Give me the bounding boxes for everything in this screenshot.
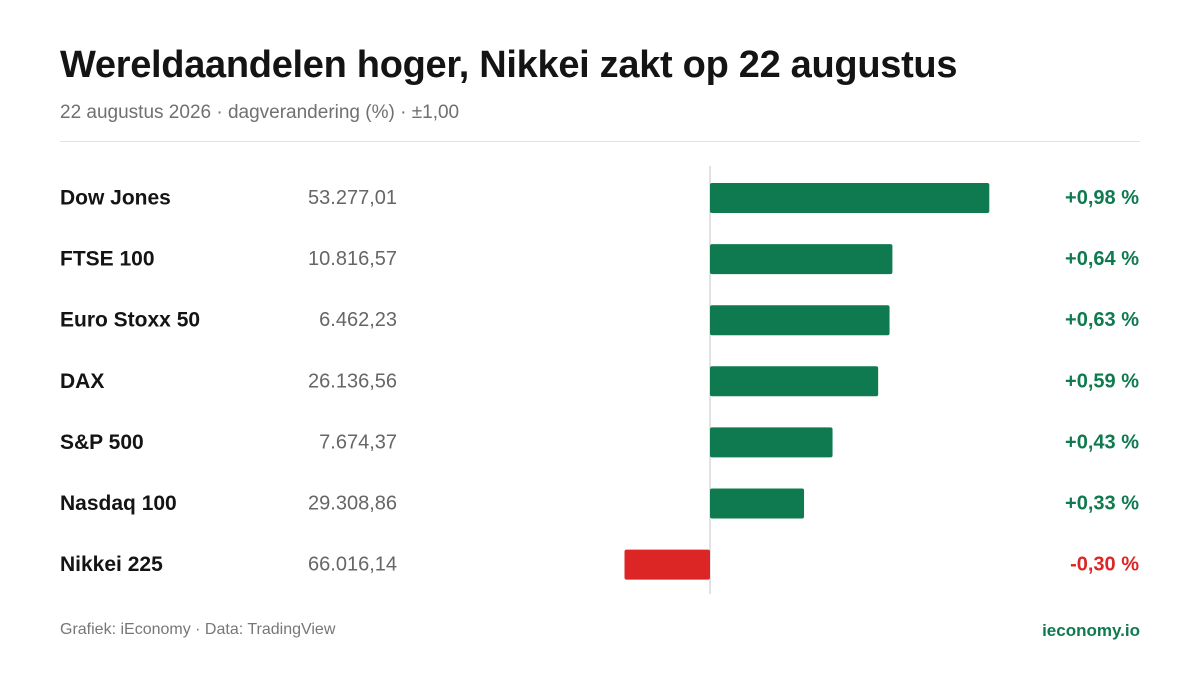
chart-title: Wereldaandelen hoger, Nikkei zakt op 22 … (60, 44, 958, 86)
change-label: +0,63 % (1065, 309, 1139, 331)
index-level: 26.136,56 (308, 370, 397, 392)
change-label: +0,43 % (1065, 431, 1139, 453)
index-name: FTSE 100 (60, 248, 155, 271)
index-name: Euro Stoxx 50 (60, 309, 200, 332)
index-name: Nasdaq 100 (60, 492, 177, 515)
change-label: +0,33 % (1065, 493, 1139, 515)
index-name: S&P 500 (60, 431, 144, 454)
index-name: Nikkei 225 (60, 553, 163, 576)
brand-link[interactable]: ieconomy.io (1042, 621, 1140, 640)
index-level: 6.462,23 (319, 309, 397, 331)
bar (624, 549, 710, 580)
change-label: +0,64 % (1065, 248, 1139, 270)
index-level: 7.674,37 (319, 431, 397, 453)
index-name: Dow Jones (60, 187, 171, 210)
bar (710, 366, 879, 397)
change-label: +0,98 % (1065, 187, 1139, 209)
index-level: 29.308,86 (308, 493, 397, 515)
chart-subtitle: 22 augustus 2026 · dagverandering (%) · … (60, 102, 460, 123)
index-level: 53.277,01 (308, 187, 397, 209)
index-level: 66.016,14 (308, 554, 397, 576)
change-label: -0,30 % (1070, 554, 1139, 576)
change-label: +0,59 % (1065, 370, 1139, 392)
bar (710, 488, 805, 519)
bar (710, 244, 893, 275)
bar (710, 183, 990, 213)
source-credit: Grafiek: iEconomy · Data: TradingView (60, 621, 336, 638)
bar (710, 427, 833, 458)
bar (710, 305, 890, 336)
index-level: 10.816,57 (308, 248, 397, 270)
header-divider (60, 141, 1140, 142)
index-name: DAX (60, 370, 104, 393)
